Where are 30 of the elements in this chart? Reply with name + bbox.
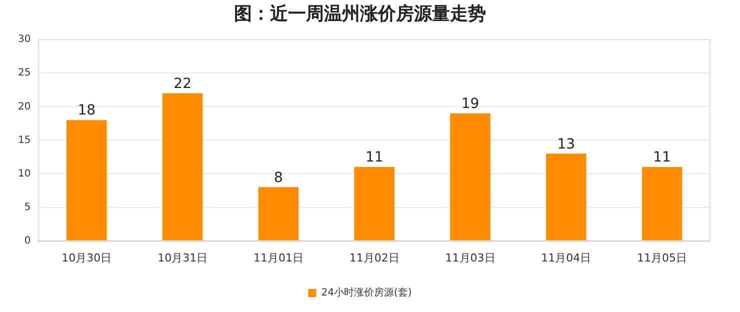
- x-tick-label: 11月01日: [253, 251, 304, 264]
- bar: [642, 167, 682, 240]
- y-tick-label: 10: [18, 168, 31, 180]
- y-tick-label: 25: [18, 68, 31, 79]
- y-tick-label: 30: [18, 34, 31, 46]
- data-label: 11: [653, 150, 671, 166]
- bar: [450, 113, 490, 240]
- x-tick-label: 11月04日: [541, 251, 592, 264]
- y-tick-label: 20: [18, 101, 31, 112]
- bar: [258, 187, 299, 240]
- bar: [546, 154, 586, 240]
- data-label: 8: [274, 170, 283, 186]
- legend-label: 24小时涨价房源(套): [321, 286, 412, 299]
- x-tick-label: 10月31日: [158, 251, 208, 264]
- y-tick-label: 5: [24, 202, 31, 213]
- y-tick-label: 0: [24, 235, 31, 246]
- x-tick-label: 10月30日: [62, 251, 112, 264]
- data-label: 19: [461, 96, 480, 112]
- x-tick-label: 11月02日: [349, 251, 400, 264]
- data-label: 22: [174, 76, 192, 92]
- x-tick-label: 11月03日: [445, 251, 496, 264]
- bar: [162, 93, 203, 240]
- chart-title: 图：近一周温州涨价房源量走势: [234, 3, 486, 24]
- bar: [66, 120, 107, 240]
- data-label: 18: [78, 102, 96, 119]
- y-tick-label: 15: [18, 134, 31, 146]
- data-label: 13: [557, 136, 576, 152]
- x-tick-label: 11月05日: [637, 251, 688, 264]
- bar: [354, 167, 394, 240]
- data-label: 11: [365, 150, 384, 166]
